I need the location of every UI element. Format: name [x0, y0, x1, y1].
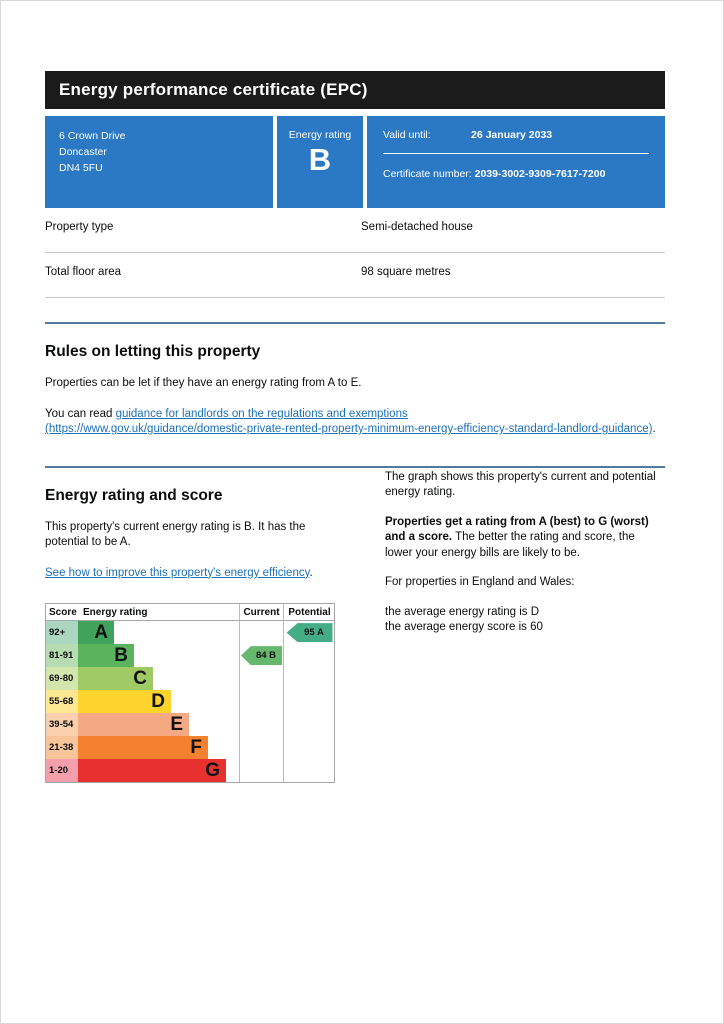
chart-header-current: Current — [239, 604, 283, 622]
band-bar-g: G — [78, 759, 226, 783]
rules-paragraph: Properties can be let if they have an en… — [45, 377, 362, 389]
landlord-guidance-link[interactable]: guidance for landlords on the regulation… — [45, 408, 652, 436]
certificate-number-label: Certificate number: — [383, 168, 472, 180]
band-bar-b: B — [78, 644, 134, 668]
average-score-line: the average energy score is 60 — [385, 621, 543, 634]
band-bar-f: F — [78, 736, 208, 760]
rating-right-column: The graph shows this property's current … — [385, 468, 665, 784]
guidance-paragraph: You can read guidance for landlords on t… — [45, 407, 665, 438]
rules-heading: Rules on letting this property — [45, 343, 261, 360]
potential-cell-d — [283, 690, 335, 714]
rating-paragraph: This property's current energy rating is… — [45, 520, 306, 549]
band-bar-d: D — [78, 690, 171, 714]
section-divider-2 — [45, 465, 665, 468]
guidance-suffix: . — [652, 423, 656, 436]
valid-until-label: Valid until: — [383, 129, 431, 141]
current-cell-b: 84 B — [239, 644, 283, 668]
improve-efficiency-link[interactable]: See how to improve this property's energ… — [45, 566, 310, 579]
explainer-bold: Properties get a rating from A (best) to… — [385, 515, 649, 544]
rating-heading: Energy rating and score — [45, 486, 223, 504]
title-bar: Energy performance certificate (EPC) — [45, 71, 665, 109]
potential-cell-b — [283, 644, 335, 668]
band-row-a: A — [78, 621, 239, 645]
certificate-summary-box: 6 Crown Drive Doncaster DN4 5FU Energy r… — [45, 116, 665, 208]
score-range-g: 1-20 — [46, 759, 78, 783]
rating-section: Energy rating and score This property's … — [45, 468, 665, 784]
band-row-g: G — [78, 759, 239, 783]
chart-header-score: Score — [46, 604, 78, 622]
chart-header-potential: Potential — [283, 604, 335, 622]
current-cell-a — [239, 621, 283, 645]
address-line-1: 6 Crown Drive — [59, 130, 126, 142]
band-bar-e: E — [78, 713, 189, 737]
band-row-f: F — [78, 736, 239, 760]
improve-suffix: . — [309, 566, 313, 579]
certificate-number-value: 2039-3002-9309-7617-7200 — [474, 168, 606, 180]
current-rating-arrow: 84 B — [241, 646, 282, 666]
floor-area-label: Total floor area — [45, 266, 122, 278]
potential-rating-arrow: 95 A — [286, 623, 333, 643]
valid-until-value: 26 January 2033 — [471, 129, 553, 141]
score-range-e: 39-54 — [46, 713, 78, 737]
score-range-c: 69-80 — [46, 667, 78, 691]
band-bar-a: A — [78, 621, 114, 645]
score-range-f: 21-38 — [46, 736, 78, 760]
average-rating-line: the average energy rating is D — [385, 605, 540, 618]
band-row-b: B — [78, 644, 239, 668]
band-row-c: C — [78, 667, 239, 691]
current-cell-g — [239, 759, 283, 783]
address-line-2: Doncaster — [59, 145, 107, 158]
graph-intro-paragraph: The graph shows this property's current … — [385, 470, 656, 499]
averages-paragraph: the average energy rating is D the avera… — [385, 605, 665, 636]
potential-cell-g — [283, 759, 335, 783]
floor-area-row: Total floor area 98 square metres — [45, 253, 665, 298]
band-row-d: D — [78, 690, 239, 714]
improve-paragraph: See how to improve this property's energ… — [45, 566, 345, 582]
white-divider — [383, 153, 649, 154]
page-title: Energy performance certificate (EPC) — [59, 80, 368, 99]
guidance-prefix: You can read — [45, 407, 116, 420]
chart-header-rating: Energy rating — [78, 604, 239, 622]
validity-panel: Valid until: 26 January 2033 Certificate… — [367, 116, 665, 208]
guidance-link-line1[interactable]: guidance for landlords on the regulation… — [115, 407, 408, 420]
explainer-rest: The better the rating and score, the low… — [385, 531, 635, 559]
property-type-value: Semi-detached house — [361, 221, 473, 233]
potential-cell-a: 95 A — [283, 621, 335, 645]
band-row-e: E — [78, 713, 239, 737]
energy-rating-chart: Score Energy rating Current Potential 92… — [45, 603, 335, 784]
potential-cell-c — [283, 667, 335, 691]
section-divider — [45, 322, 665, 324]
current-cell-c — [239, 667, 283, 691]
rating-explainer-paragraph: Properties get a rating from A (best) to… — [385, 515, 665, 562]
property-address: 6 Crown Drive Doncaster DN4 5FU — [45, 116, 273, 208]
score-range-d: 55-68 — [46, 690, 78, 714]
england-wales-paragraph: For properties in England and Wales: — [385, 576, 575, 589]
current-cell-e — [239, 713, 283, 737]
address-line-3: DN4 5FU — [59, 161, 103, 174]
energy-rating-badge: Energy rating B — [277, 116, 363, 208]
property-type-label: Property type — [45, 221, 114, 233]
current-cell-f — [239, 736, 283, 760]
score-range-a: 92+ — [46, 621, 78, 645]
energy-rating-value: B — [308, 142, 332, 177]
score-range-b: 81-91 — [46, 644, 78, 668]
guidance-link-line2[interactable]: (https://www.gov.uk/guidance/domestic-pr… — [45, 423, 653, 436]
potential-cell-e — [283, 713, 335, 737]
band-bar-c: C — [78, 667, 153, 691]
floor-area-value: 98 square metres — [361, 266, 451, 278]
page-content: Energy performance certificate (EPC) 6 C… — [45, 71, 665, 784]
rating-left-column: Energy rating and score This property's … — [45, 468, 345, 784]
property-type-row: Property type Semi-detached house — [45, 208, 665, 253]
current-cell-d — [239, 690, 283, 714]
potential-cell-f — [283, 736, 335, 760]
energy-rating-label: Energy rating — [288, 129, 352, 141]
